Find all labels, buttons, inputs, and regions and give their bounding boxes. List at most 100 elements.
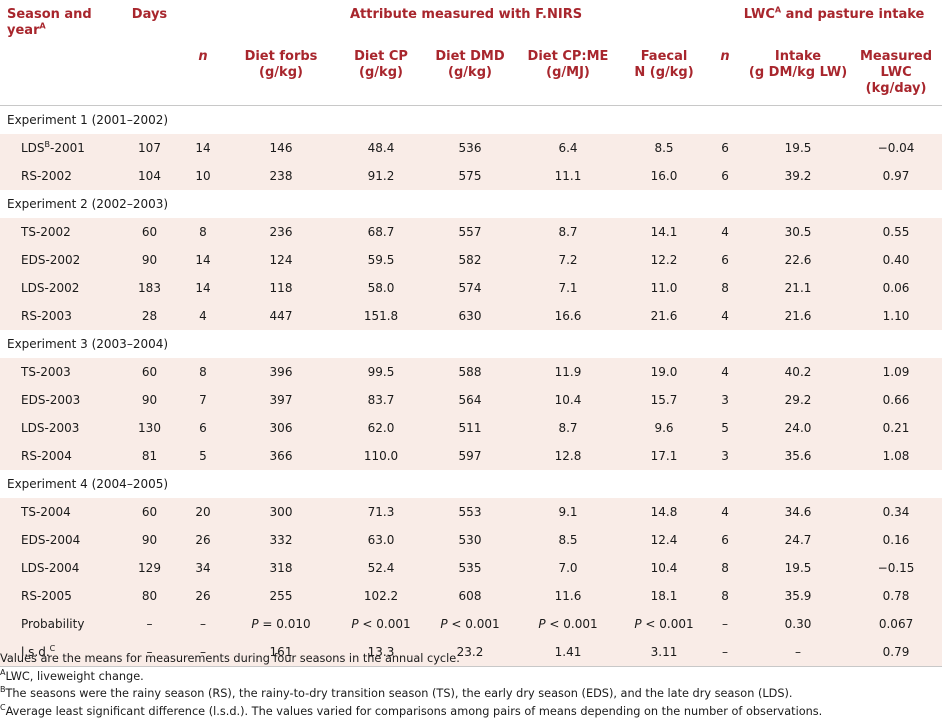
faecal-cell: 19.0 [624, 358, 705, 386]
cpme-cell: 8.7 [512, 414, 624, 442]
season-cell: RS-2003 [0, 302, 121, 330]
faecal-cell: 3.11 [624, 638, 705, 667]
forbs-cell: 238 [228, 162, 334, 190]
header-diet-cpme: Diet CP:ME (g/MJ) [527, 49, 609, 80]
intake-cell: 29.2 [746, 386, 851, 414]
dmd-cell: 597 [428, 442, 512, 470]
season-cell: LDS-2002 [0, 274, 121, 302]
n2-cell: 6 [704, 526, 747, 554]
cp-cell: 151.8 [334, 302, 428, 330]
intake-cell: – [746, 638, 851, 667]
n2-cell: – [704, 610, 747, 638]
footnote-c: CAverage least significant difference (l… [0, 703, 823, 718]
header-attr-group: Attribute measured with F.NIRS [349, 7, 583, 22]
lwc-cell: 0.78 [850, 582, 942, 610]
intake-cell: 19.5 [746, 554, 851, 582]
dmd-cell: 564 [428, 386, 512, 414]
dmd-cell: 557 [428, 218, 512, 246]
table-row: EDS-2004 90 26 332 63.0 530 8.5 12.4 6 24.7 0.16 [0, 526, 942, 554]
table-row: LDSB-2001 107 14 146 48.4 536 6.4 8.5 6 19.5 −0.04 [0, 134, 942, 162]
table-row: TS-2002 60 8 236 68.7 557 8.7 14.1 4 30.5 0.55 [0, 218, 942, 246]
cpme-p-cell: P < 0.001 [512, 610, 624, 638]
section-row: Experiment 3 (2003–2004) [0, 330, 942, 358]
n-cell: 34 [178, 554, 228, 582]
cpme-cell: 9.1 [512, 498, 624, 526]
dmd-cell: 511 [428, 414, 512, 442]
n2-cell: 3 [704, 442, 747, 470]
n-cell: – [178, 638, 228, 667]
n2-cell: 4 [704, 498, 747, 526]
header-n: n [198, 49, 208, 64]
table-row: LDS-2002 183 14 118 58.0 574 7.1 11.0 8 21.1 0.06 [0, 274, 942, 302]
n-cell: 8 [178, 358, 228, 386]
section-label: Experiment 2 (2002–2003) [0, 190, 942, 218]
n2-cell: 5 [704, 414, 747, 442]
days-cell: 80 [121, 582, 178, 610]
table-row: TS-2003 60 8 396 99.5 588 11.9 19.0 4 40.2 1.09 [0, 358, 942, 386]
probability-row: Probability – – P = 0.010 P < 0.001 P < 0.001… [0, 610, 942, 638]
header-lwc-group: LWCA and pasture intake [743, 5, 925, 22]
table-row: LDS-2004 129 34 318 52.4 535 7.0 10.4 8 19.5 −0.15 [0, 554, 942, 582]
faecal-cell: 11.0 [624, 274, 705, 302]
dmd-cell: 575 [428, 162, 512, 190]
faecal-cell: 15.7 [624, 386, 705, 414]
footnote-b: BThe seasons were the rainy season (RS),… [0, 685, 793, 701]
dmd-cell: 574 [428, 274, 512, 302]
intake-cell: 21.6 [746, 302, 851, 330]
season-cell: EDS-2004 [0, 526, 121, 554]
table-row: RS-2004 81 5 366 110.0 597 12.8 17.1 3 35.6 1.08 [0, 442, 942, 470]
dmd-cell: 588 [428, 358, 512, 386]
footnote-main: Values are the means for measurements du… [0, 652, 460, 665]
n-cell: 26 [178, 582, 228, 610]
season-cell: LDS-2004 [0, 554, 121, 582]
section-label: Experiment 1 (2001–2002) [0, 105, 942, 134]
faecal-cell: 18.1 [624, 582, 705, 610]
n2-cell: 4 [704, 218, 747, 246]
header-measured-lwc: Measured LWC (kg/day) [860, 49, 933, 96]
n2-cell: 8 [704, 274, 747, 302]
lwc-cell: 0.40 [850, 246, 942, 274]
days-cell: 129 [121, 554, 178, 582]
faecal-cell: 14.8 [624, 498, 705, 526]
cp-cell: 62.0 [334, 414, 428, 442]
n-cell: 14 [178, 274, 228, 302]
lwc-cell: 0.66 [850, 386, 942, 414]
footnotes: Values are the means for measurements du… [0, 650, 942, 720]
days-cell: 90 [121, 526, 178, 554]
intake-cell: 0.30 [746, 610, 851, 638]
forbs-cell: 318 [228, 554, 334, 582]
forbs-p-cell: P = 0.010 [228, 610, 334, 638]
header-diet-dmd: Diet DMD (g/kg) [435, 49, 505, 80]
days-cell: 60 [121, 218, 178, 246]
faecal-cell: 8.5 [624, 134, 705, 162]
cp-cell: 99.5 [334, 358, 428, 386]
forbs-cell: 236 [228, 218, 334, 246]
intake-cell: 30.5 [746, 218, 851, 246]
n-cell: 20 [178, 498, 228, 526]
season-cell: TS-2004 [0, 498, 121, 526]
table-row: RS-2002 104 10 238 91.2 575 11.1 16.0 6 39.2 0.97 [0, 162, 942, 190]
header-season-year: Season and yearA [7, 7, 92, 38]
lsd-label: l.s.d.C [0, 638, 121, 667]
section-label: Experiment 3 (2003–2004) [0, 330, 942, 358]
lwc-cell: 0.79 [850, 638, 942, 667]
n2-cell: 8 [704, 554, 747, 582]
days-cell: 28 [121, 302, 178, 330]
n2-cell: 8 [704, 582, 747, 610]
intake-cell: 35.9 [746, 582, 851, 610]
table-row: EDS-2003 90 7 397 83.7 564 10.4 15.7 3 29.2 0.66 [0, 386, 942, 414]
forbs-cell: 306 [228, 414, 334, 442]
header-diet-forbs: Diet forbs (g/kg) [244, 49, 318, 80]
n2-cell: 4 [704, 358, 747, 386]
n-cell: 4 [178, 302, 228, 330]
season-cell: LDSB-2001 [0, 134, 121, 162]
n-cell: 8 [178, 218, 228, 246]
cp-cell: 48.4 [334, 134, 428, 162]
n2-cell: 6 [704, 246, 747, 274]
section-row: Experiment 4 (2004–2005) [0, 470, 942, 498]
table-header: Season and yearA Days Attribute measured… [0, 0, 942, 106]
faecal-cell: 14.1 [624, 218, 705, 246]
n2-cell: 6 [704, 134, 747, 162]
header-intake: Intake (g DM/kg LW) [748, 49, 848, 80]
